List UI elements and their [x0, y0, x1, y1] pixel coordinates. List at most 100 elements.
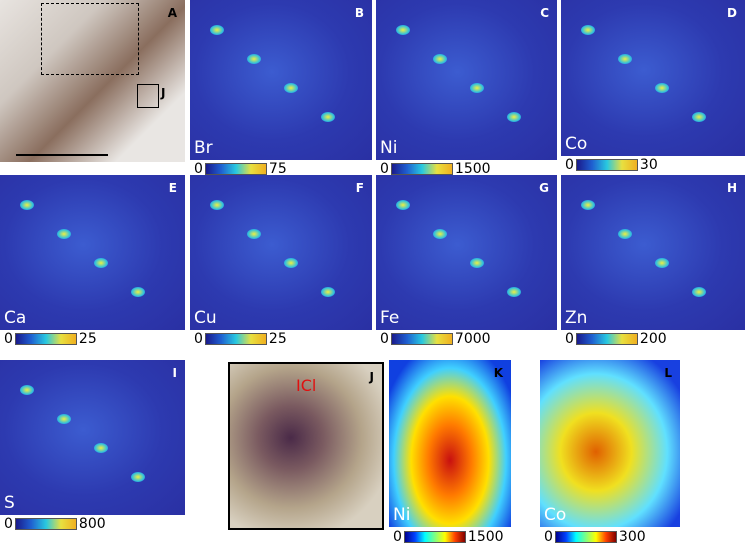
image-panel: L Co: [540, 360, 680, 527]
image-panel: J ICl: [228, 362, 384, 530]
image-panel: B Br: [190, 0, 372, 160]
signal-spot: [247, 54, 261, 64]
colorbar-min: 0: [544, 529, 553, 545]
element-label: Fe: [380, 308, 400, 328]
colorbar-max: 75: [268, 161, 287, 177]
scale-bar: [16, 154, 108, 156]
element-label: Cu: [194, 308, 217, 328]
signal-spot: [321, 287, 335, 297]
colorbar-min: 0: [565, 157, 574, 173]
signal-spot: [618, 54, 632, 64]
colorbar-max: 1500: [454, 161, 491, 177]
panel-letter: K: [493, 366, 503, 380]
annotation: ICl: [296, 376, 317, 395]
panel-letter: B: [354, 6, 364, 20]
signal-spot: [131, 287, 145, 297]
element-label: Co: [544, 505, 567, 525]
colorbar-min: 0: [380, 331, 389, 347]
element-label: Co: [565, 134, 588, 154]
panel-letter: A: [167, 6, 177, 20]
colorbar: 0 300: [544, 529, 646, 545]
colorbar-min: 0: [393, 529, 402, 545]
image-panel: G Fe: [376, 175, 557, 330]
signal-spot: [655, 83, 669, 93]
signal-spot: [321, 112, 335, 122]
colorbar-max: 1500: [467, 529, 504, 545]
image-panel: D Co: [561, 0, 745, 156]
signal-spot: [94, 258, 108, 268]
element-label: Zn: [565, 308, 588, 328]
colorbar-gradient: [554, 531, 617, 543]
panel-letter: C: [540, 6, 549, 20]
colorbar-min: 0: [194, 331, 203, 347]
colorbar-max: 25: [268, 331, 287, 347]
signal-spot: [210, 25, 224, 35]
panel-letter: L: [664, 366, 672, 380]
colorbar-max: 300: [618, 529, 646, 545]
signal-spot: [507, 112, 521, 122]
signal-spot: [20, 385, 34, 395]
colorbar: 0 1500: [380, 161, 491, 177]
signal-spot: [581, 200, 595, 210]
panel-letter: D: [727, 6, 737, 20]
element-label: Ni: [393, 505, 411, 525]
colorbar: 0 75: [194, 161, 287, 177]
panel-letter: H: [726, 181, 737, 195]
image-panel: K Ni: [389, 360, 511, 527]
signal-spot: [581, 25, 595, 35]
signal-spot: [692, 112, 706, 122]
colorbar-gradient: [575, 333, 638, 345]
colorbar-gradient: [204, 163, 267, 175]
panel-letter: J: [369, 370, 374, 384]
colorbar-max: 200: [639, 331, 667, 347]
panel-letter: F: [355, 181, 364, 195]
element-label: Br: [194, 138, 213, 158]
signal-spot: [618, 229, 632, 239]
colorbar: 0 30: [565, 157, 658, 173]
signal-spot: [284, 83, 298, 93]
colorbar-min: 0: [565, 331, 574, 347]
colorbar-gradient: [390, 163, 453, 175]
colorbar-min: 0: [4, 331, 13, 347]
signal-spot: [94, 443, 108, 453]
colorbar: 0 25: [4, 331, 97, 347]
colorbar-max: 30: [639, 157, 658, 173]
signal-spot: [470, 83, 484, 93]
colorbar-min: 0: [194, 161, 203, 177]
image-panel: H Zn: [561, 175, 745, 330]
signal-spot: [210, 200, 224, 210]
colorbar-max: 7000: [454, 331, 491, 347]
colorbar-gradient: [403, 531, 466, 543]
signal-spot: [131, 472, 145, 482]
colorbar-gradient: [204, 333, 267, 345]
element-label: S: [4, 493, 15, 513]
signal-spot: [692, 287, 706, 297]
signal-spot: [57, 229, 71, 239]
colorbar-max: 25: [78, 331, 97, 347]
colorbar-max: 800: [78, 516, 106, 532]
colorbar: 0 25: [194, 331, 287, 347]
colorbar-gradient: [390, 333, 453, 345]
panel-letter: I: [172, 366, 177, 380]
signal-spot: [470, 258, 484, 268]
colorbar-gradient: [575, 159, 638, 171]
colorbar: 0 800: [4, 516, 106, 532]
panel-letter: E: [168, 181, 177, 195]
colorbar: 0 200: [565, 331, 667, 347]
signal-spot: [20, 200, 34, 210]
element-label: Ni: [380, 138, 398, 158]
image-panel: E Ca: [0, 175, 185, 330]
image-panel: C Ni: [376, 0, 557, 160]
colorbar-gradient: [14, 333, 77, 345]
image-panel: F Cu: [190, 175, 372, 330]
signal-spot: [433, 229, 447, 239]
signal-spot: [396, 25, 410, 35]
signal-spot: [57, 414, 71, 424]
element-label: Ca: [4, 308, 27, 328]
signal-spot: [655, 258, 669, 268]
signal-spot: [284, 258, 298, 268]
signal-spot: [507, 287, 521, 297]
